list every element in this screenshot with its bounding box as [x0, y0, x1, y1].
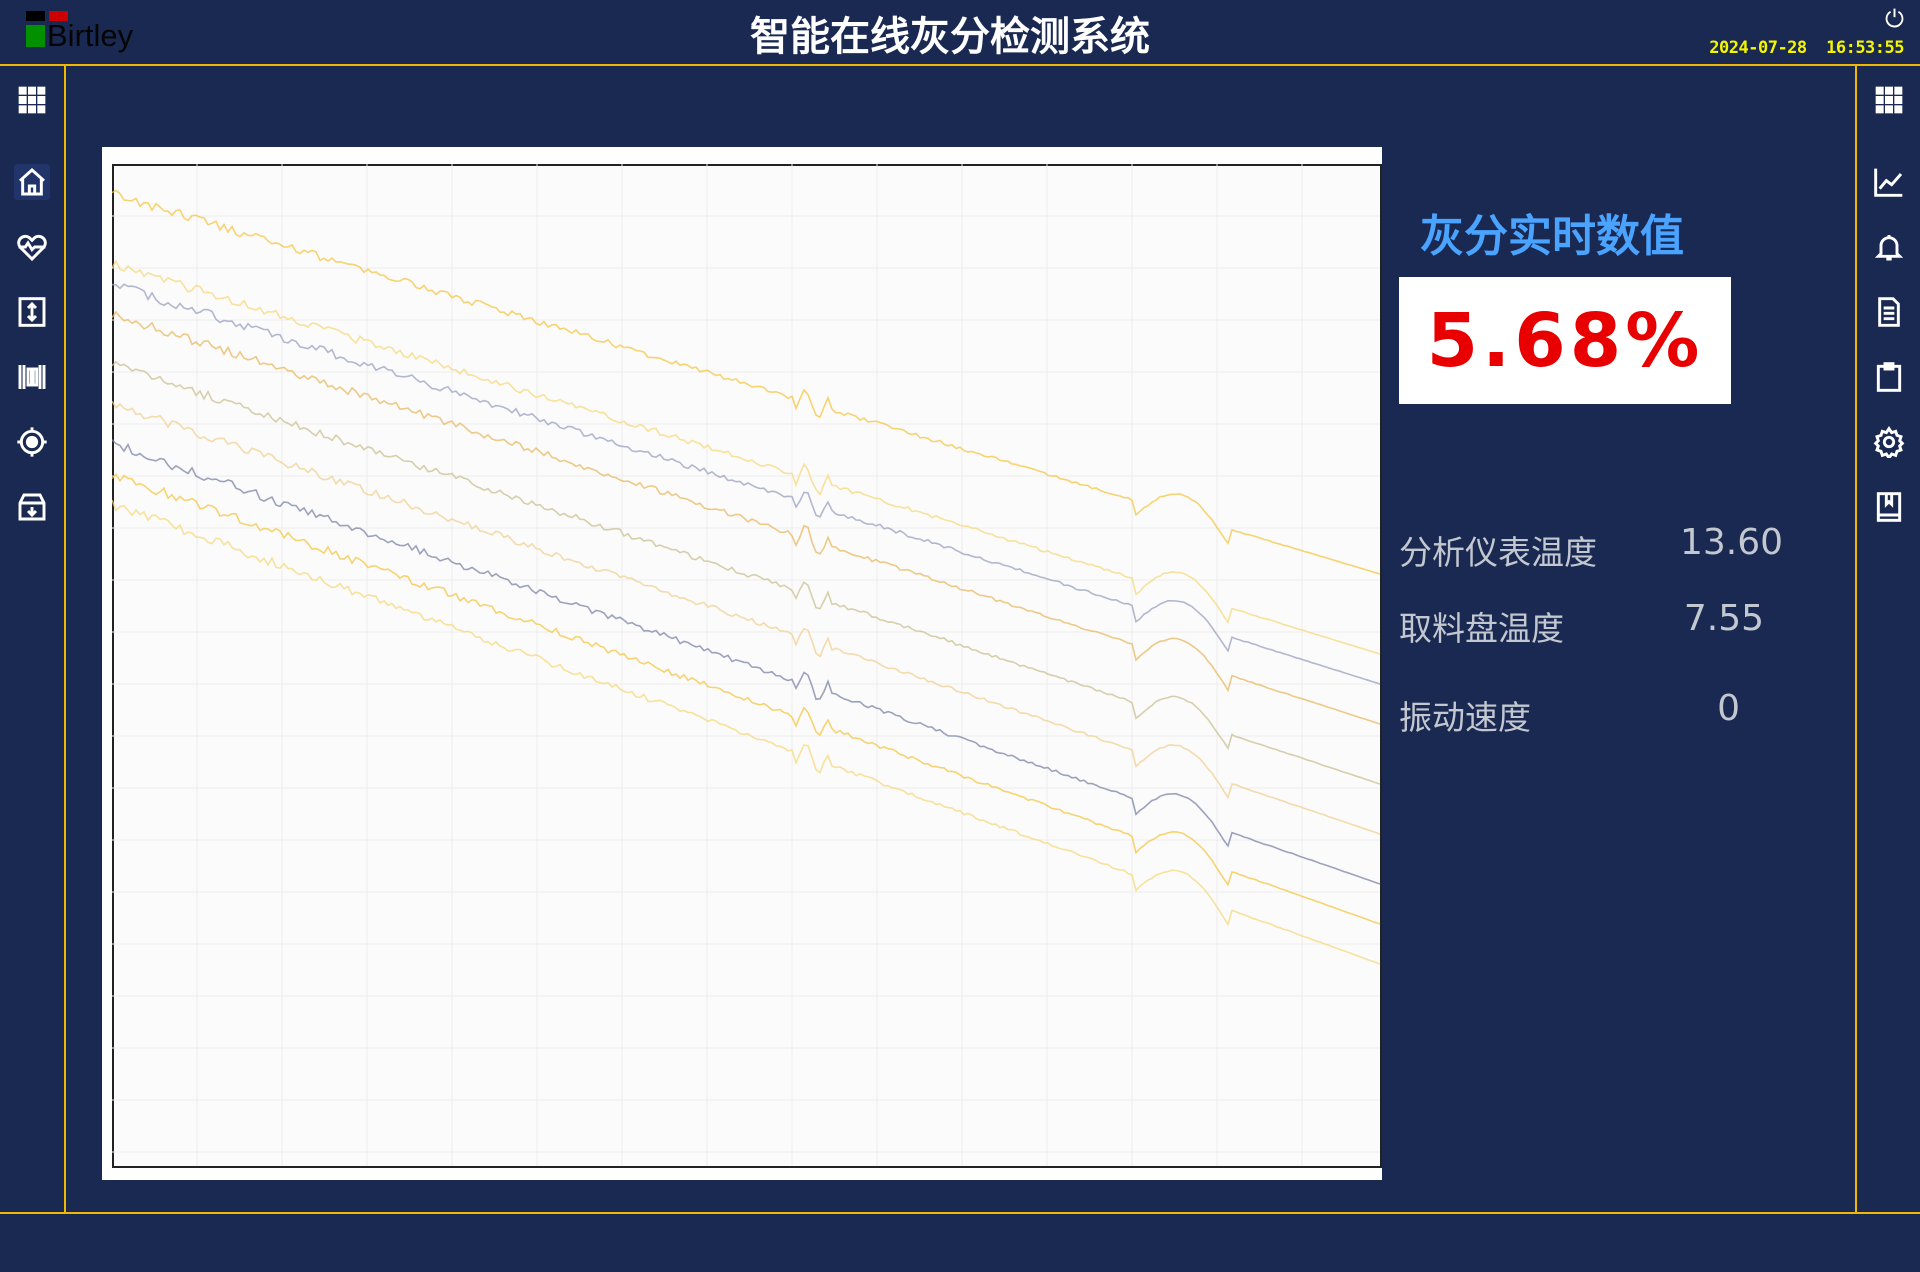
archive-download-icon[interactable] — [14, 489, 50, 525]
bookmark-book-icon[interactable] — [1871, 489, 1907, 525]
plot-frame — [113, 165, 1381, 1167]
expand-vertical-icon[interactable] — [14, 294, 50, 330]
clipboard-icon[interactable] — [1871, 359, 1907, 395]
target-icon[interactable] — [14, 424, 50, 460]
param-value-analyzer-temp: 13.60 — [1680, 522, 1780, 563]
gear-icon[interactable] — [1871, 424, 1907, 460]
param-label-tray-temp: 取料盘温度 — [1399, 602, 1564, 650]
footer-divider — [0, 1212, 1920, 1214]
app-title: 智能在线灰分检测系统 — [0, 4, 1900, 62]
document-icon[interactable] — [1871, 294, 1907, 330]
line-chart-icon[interactable] — [1871, 164, 1907, 200]
spectrum-plot — [112, 164, 1382, 1168]
barcode-icon[interactable] — [14, 359, 50, 395]
grid-menu-icon[interactable] — [1871, 82, 1907, 118]
home-icon[interactable] — [14, 164, 50, 200]
param-label-analyzer-temp: 分析仪表温度 — [1399, 526, 1597, 574]
left-sidebar-divider — [64, 64, 66, 1212]
grid-menu-icon[interactable] — [14, 82, 50, 118]
power-icon[interactable]: ⏻ — [1885, 5, 1904, 33]
heartbeat-icon[interactable] — [14, 229, 50, 265]
datetime-display: 2024-07-28 16:53:55 — [1709, 38, 1904, 58]
spectrum-chart — [102, 147, 1382, 1180]
param-value-vibration: 0 — [1640, 688, 1740, 729]
bell-icon[interactable] — [1871, 229, 1907, 265]
right-sidebar-divider — [1855, 64, 1857, 1212]
ash-value: 5.68% — [1427, 298, 1704, 384]
param-value-tray-temp: 7.55 — [1660, 598, 1764, 639]
param-label-vibration: 振动速度 — [1399, 691, 1531, 739]
realtime-value-box: 5.68% — [1399, 277, 1731, 404]
realtime-title: 灰分实时数值 — [1420, 200, 1684, 264]
header-divider — [0, 64, 1920, 66]
